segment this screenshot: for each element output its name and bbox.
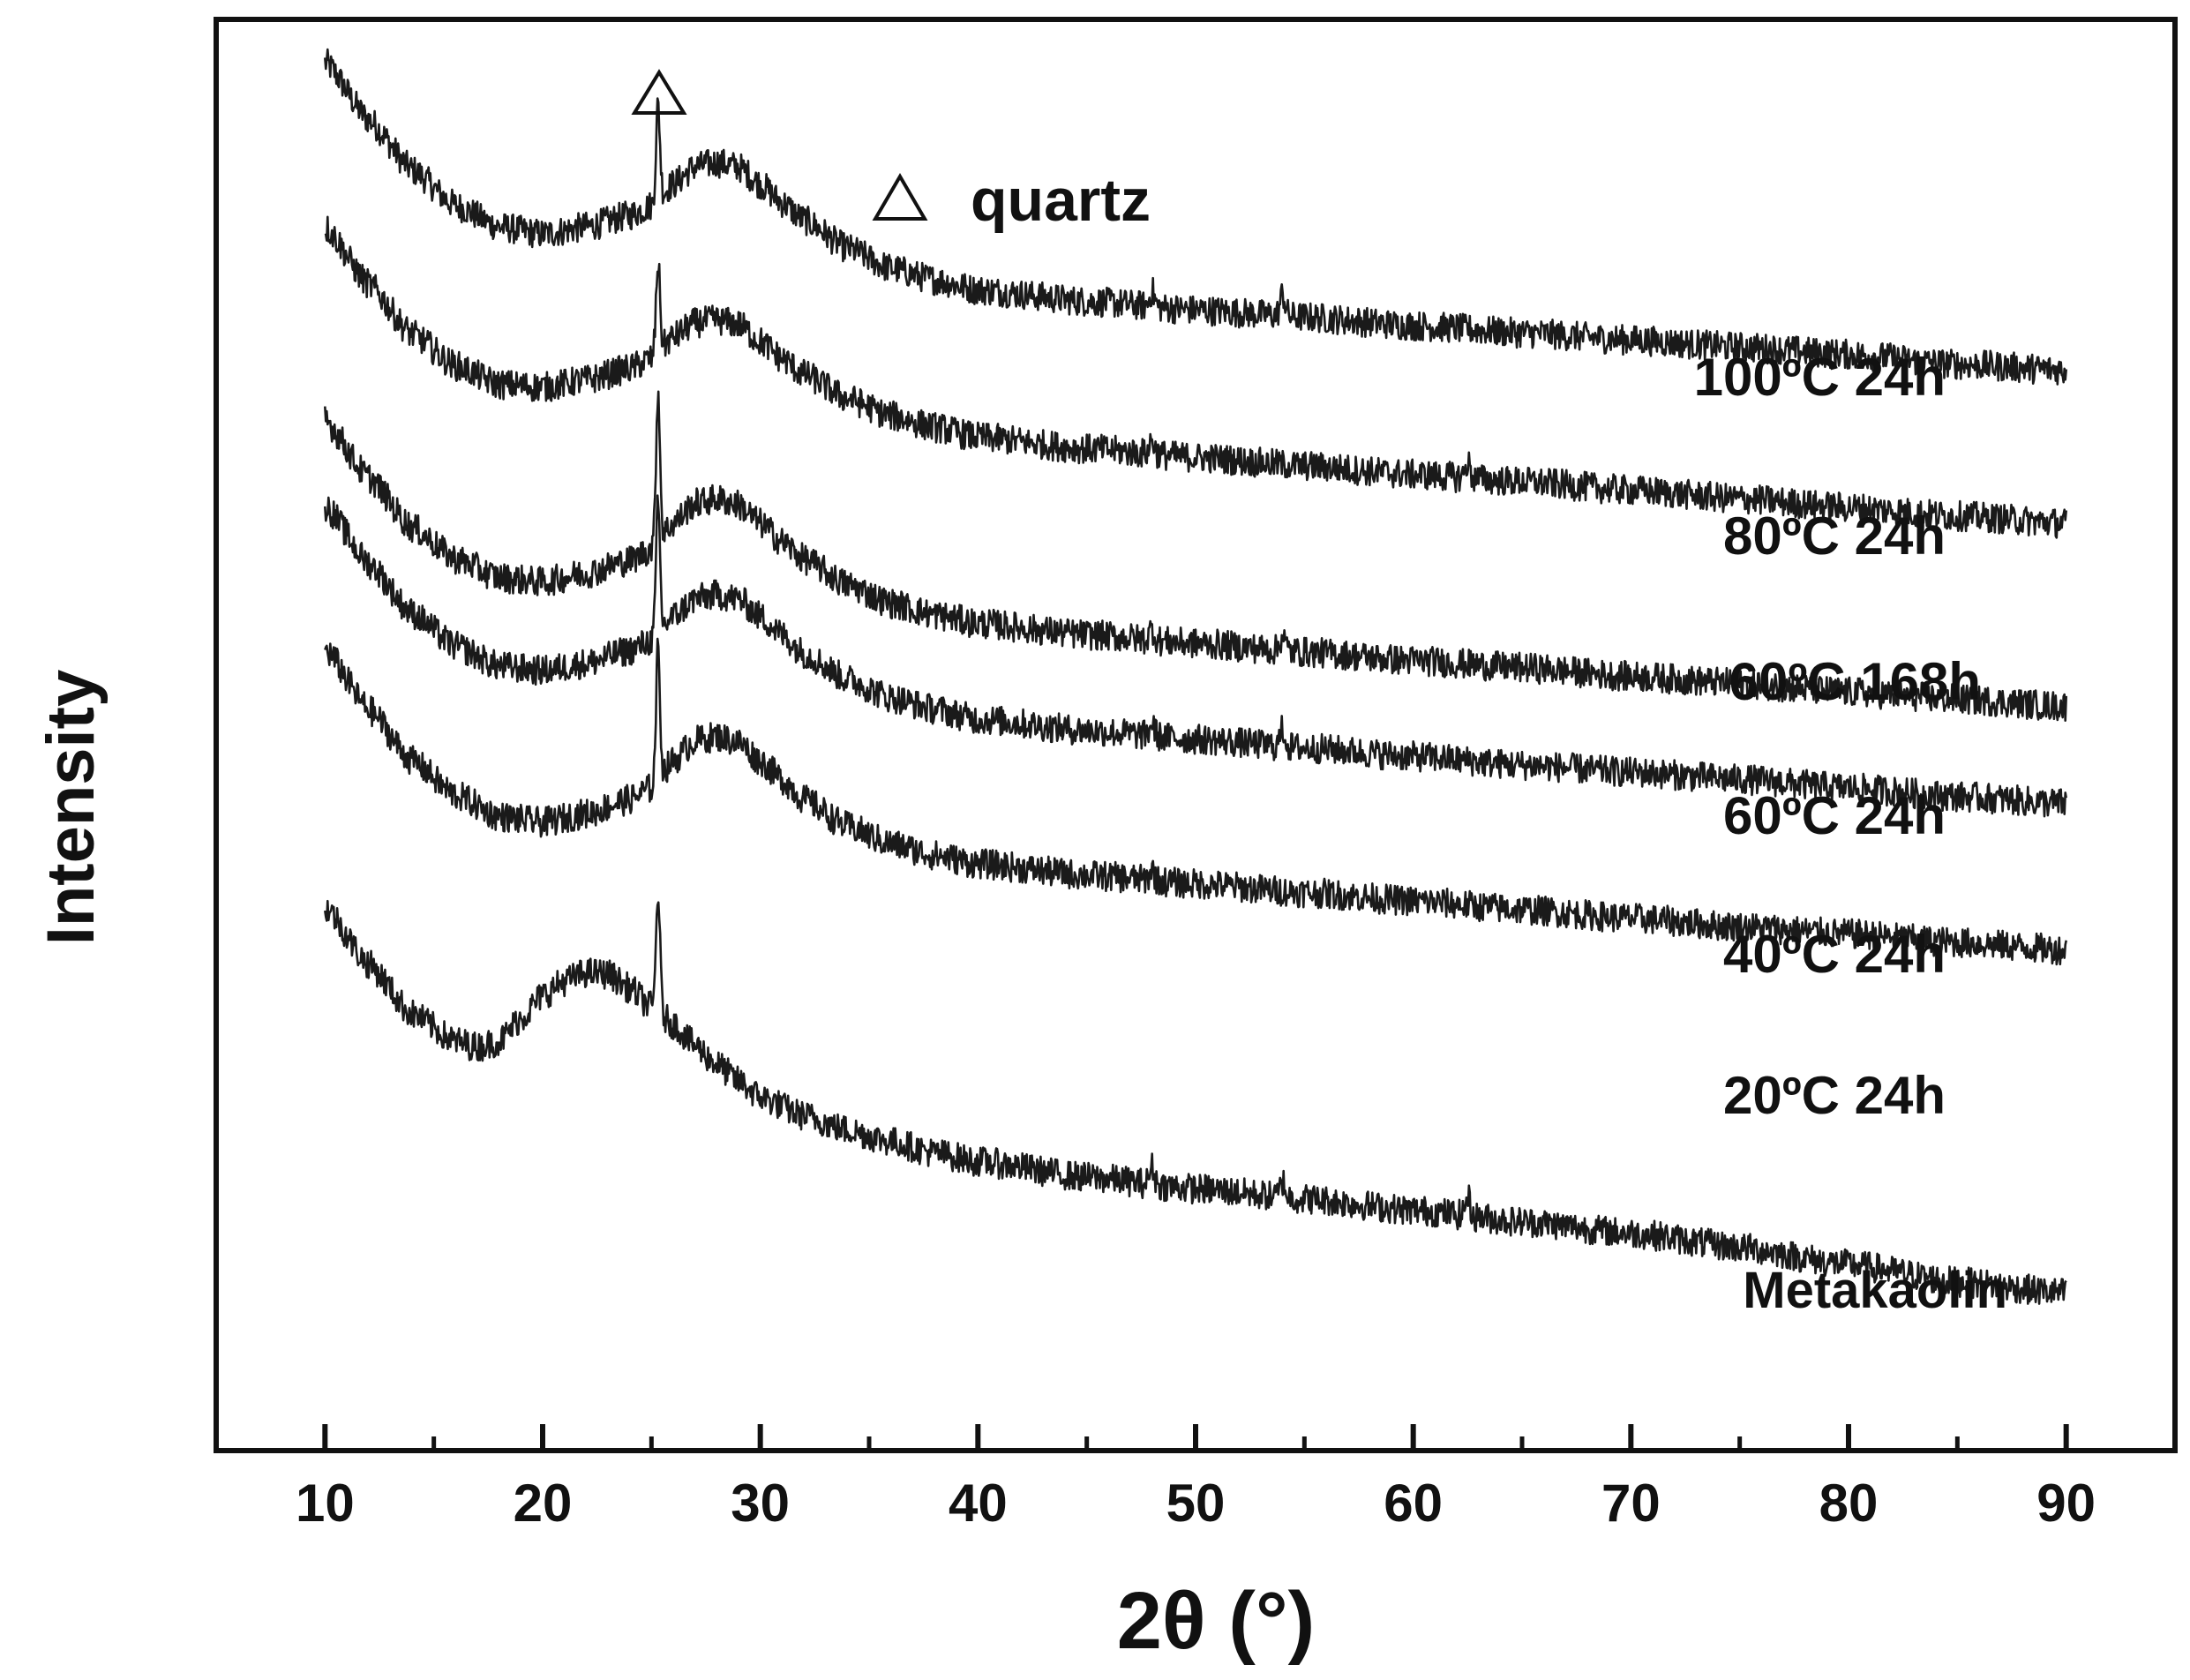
series-label-metakaolin: Metakaolin — [1743, 1262, 2007, 1319]
series-line-80-c-24h — [324, 215, 2067, 539]
series-label-40c-24h: 40ºC 24h — [1723, 925, 1946, 984]
x-tick-label: 20 — [514, 1474, 573, 1533]
series-line-60-c-24h — [324, 494, 2067, 818]
x-axis-tick-labels: 10 20 30 40 50 60 70 80 90 — [296, 1474, 2096, 1533]
x-tick-label: 70 — [1601, 1474, 1661, 1533]
series-label-60c-24h: 60ºC 24h — [1723, 786, 1946, 845]
x-tick-label: 90 — [2036, 1474, 2096, 1533]
legend-label-quartz: quartz — [971, 167, 1151, 234]
x-tick-label: 80 — [1819, 1474, 1879, 1533]
series-label-100c-24h: 100ºC 24h — [1694, 348, 1946, 407]
series-line-40-c-24h — [324, 637, 2067, 966]
series-line-100-c-24h — [324, 48, 2067, 386]
series-line-60-c-168h — [324, 390, 2067, 722]
x-axis-title: 2θ (°) — [1117, 1576, 1316, 1666]
series-curves — [324, 48, 2067, 1305]
legend-triangle-icon — [872, 173, 928, 221]
quartz-peak-triangle-icon — [631, 69, 687, 115]
series-label-60c-168h: 60ºC 168h — [1729, 652, 1981, 711]
legend: quartz — [872, 167, 1151, 234]
x-tick-label: 40 — [949, 1474, 1008, 1533]
x-tick-label: 50 — [1166, 1474, 1226, 1533]
x-tick-label: 60 — [1384, 1474, 1443, 1533]
x-tick-label: 10 — [296, 1474, 355, 1533]
series-label-20c-24h: 20ºC 24h — [1723, 1066, 1946, 1125]
series-line-20-c-24h — [324, 899, 2067, 1305]
x-tick-label: 30 — [731, 1474, 790, 1533]
series-label-80c-24h: 80ºC 24h — [1723, 506, 1946, 566]
y-axis-title: Intensity — [34, 670, 109, 946]
x-axis-ticks — [322, 1424, 2069, 1451]
series-labels: 100ºC 24h 80ºC 24h 60ºC 168h 60ºC 24h 40… — [1694, 348, 2007, 1319]
